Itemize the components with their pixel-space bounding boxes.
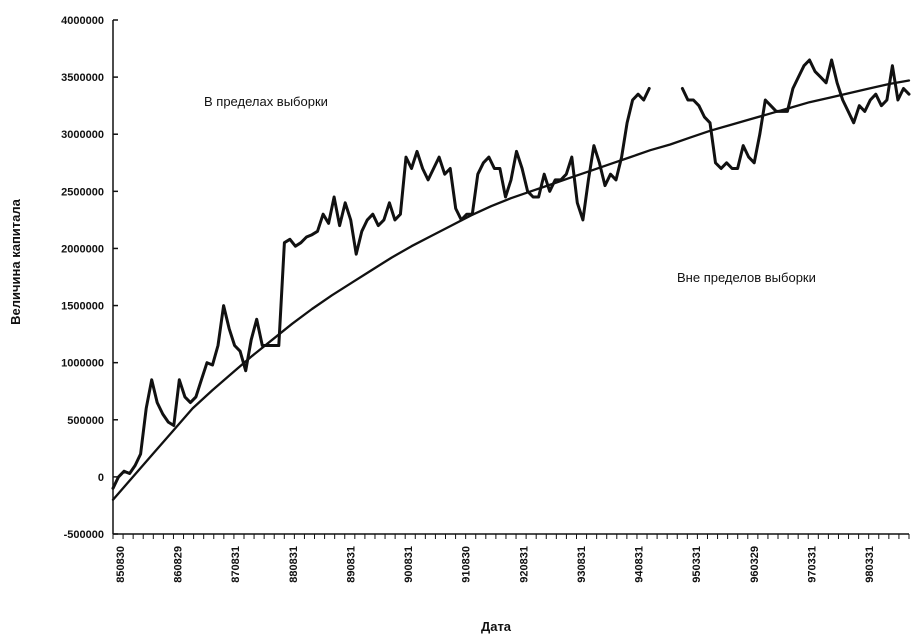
y-tick-label: 0	[98, 472, 104, 484]
x-tick-label: 880831	[288, 546, 300, 583]
x-axis-title: Дата	[481, 619, 512, 634]
x-tick-label: 850830	[115, 546, 127, 583]
x-tick-label: 980331	[864, 546, 876, 583]
annotation-in-sample: В пределах выборки	[204, 94, 328, 109]
y-tick-label: -500000	[64, 529, 104, 541]
x-tick-label: 960329	[749, 546, 761, 583]
x-tick-label: 910830	[461, 546, 473, 583]
x-tick-label: 900831	[403, 546, 415, 583]
x-tick-label: 930831	[576, 546, 588, 583]
x-axis: 850830 860829 870831 880831 890831 900831 9108…	[112, 533, 910, 583]
x-tick-label: 950331	[691, 546, 703, 583]
series-layer	[111, 58, 911, 501]
x-tick-label: 940831	[634, 546, 646, 583]
y-axis-title: Величина капитала	[8, 198, 23, 325]
equity-line	[111, 58, 911, 490]
y-tick-label: 1500000	[61, 301, 104, 313]
x-tick-label: 920831	[518, 546, 530, 583]
y-tick-label: 2500000	[61, 186, 104, 198]
annotation-out-of-sample: Вне пределов выборки	[677, 270, 816, 285]
y-tick-label: 2000000	[61, 243, 104, 255]
fitted-curve-line	[111, 79, 911, 501]
x-tick-label: 970331	[806, 546, 818, 583]
x-tick-label: 860829	[173, 546, 185, 583]
x-tick-label: 870831	[230, 546, 242, 583]
y-tick-label: 4000000	[61, 15, 104, 27]
y-tick-label: 3500000	[61, 72, 104, 84]
x-tick-label: 890831	[345, 546, 357, 583]
y-tick-label: 3000000	[61, 129, 104, 141]
y-tick-label: 500000	[67, 415, 104, 427]
y-tick-label: 1000000	[61, 358, 104, 370]
y-axis: 4000000 3500000 3000000 2500000 2000000 15000…	[61, 15, 118, 541]
